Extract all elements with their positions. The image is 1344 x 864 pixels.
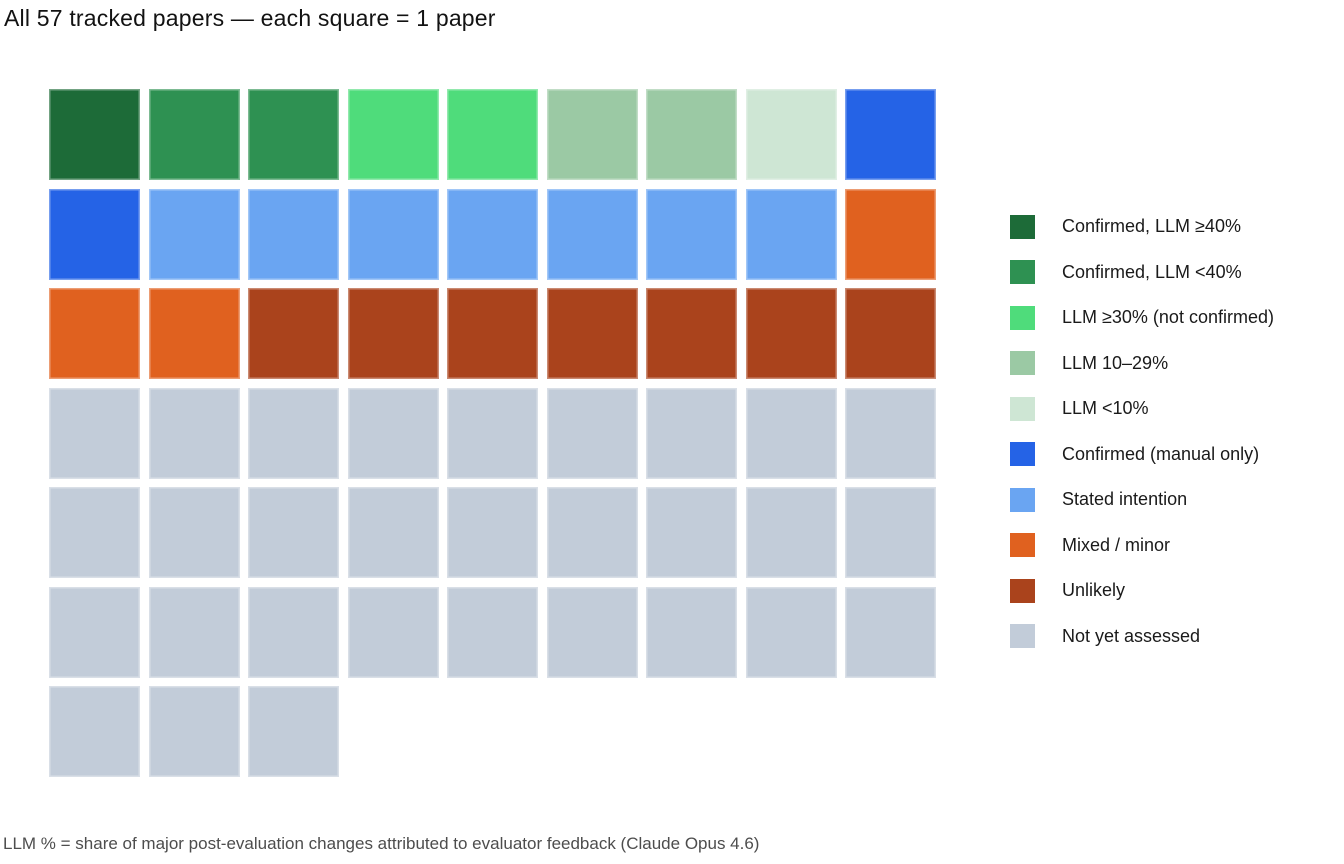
waffle-cell [447, 288, 538, 379]
waffle-cell [248, 686, 339, 777]
chart-title: All 57 tracked papers — each square = 1 … [4, 5, 496, 32]
legend-label: Unlikely [1062, 580, 1125, 601]
waffle-cell [447, 587, 538, 678]
waffle-cell [49, 487, 140, 578]
legend: Confirmed, LLM ≥40% Confirmed, LLM <40% LL… [1010, 214, 1274, 649]
footnote: LLM % = share of major post-evaluation c… [3, 834, 759, 854]
waffle-chart-page: All 57 tracked papers — each square = 1 … [0, 0, 1344, 864]
waffle-cell [547, 388, 638, 479]
legend-label: LLM ≥30% (not confirmed) [1062, 307, 1274, 328]
legend-item: LLM ≥30% (not confirmed) [1010, 305, 1274, 330]
legend-swatch [1010, 624, 1035, 648]
waffle-cell [746, 587, 837, 678]
legend-label: Stated intention [1062, 489, 1187, 510]
waffle-cell [149, 587, 240, 678]
waffle-cell [447, 487, 538, 578]
waffle-cell [646, 388, 737, 479]
legend-item: Confirmed (manual only) [1010, 442, 1274, 467]
legend-swatch [1010, 442, 1035, 466]
waffle-cell [746, 89, 837, 180]
waffle-cell [845, 189, 936, 280]
waffle-cell [248, 288, 339, 379]
waffle-cell [149, 89, 240, 180]
waffle-cell [646, 189, 737, 280]
waffle-cell [646, 587, 737, 678]
waffle-cell [746, 388, 837, 479]
legend-swatch [1010, 533, 1035, 557]
legend-label: Not yet assessed [1062, 626, 1200, 647]
legend-swatch [1010, 397, 1035, 421]
waffle-cell [348, 487, 439, 578]
legend-label: Confirmed, LLM ≥40% [1062, 216, 1241, 237]
legend-item: LLM <10% [1010, 396, 1274, 421]
legend-swatch [1010, 351, 1035, 375]
waffle-cell [547, 189, 638, 280]
waffle-cell [49, 587, 140, 678]
waffle-cell [845, 587, 936, 678]
waffle-cell [149, 686, 240, 777]
waffle-cell [248, 189, 339, 280]
legend-item: Not yet assessed [1010, 624, 1274, 649]
waffle-cell [845, 89, 936, 180]
waffle-cell [547, 288, 638, 379]
waffle-cell [49, 388, 140, 479]
legend-label: Confirmed, LLM <40% [1062, 262, 1242, 283]
legend-label: LLM 10–29% [1062, 353, 1168, 374]
waffle-cell [348, 587, 439, 678]
waffle-cell [845, 388, 936, 479]
waffle-cell [547, 89, 638, 180]
waffle-cell [49, 189, 140, 280]
waffle-cell [149, 388, 240, 479]
waffle-cell [746, 487, 837, 578]
legend-swatch [1010, 579, 1035, 603]
waffle-cell [348, 89, 439, 180]
waffle-cell [447, 189, 538, 280]
waffle-cell [646, 487, 737, 578]
legend-swatch [1010, 306, 1035, 330]
waffle-cell [845, 288, 936, 379]
waffle-cell [149, 487, 240, 578]
legend-item: Stated intention [1010, 487, 1274, 512]
legend-label: Confirmed (manual only) [1062, 444, 1259, 465]
waffle-cell [248, 587, 339, 678]
waffle-cell [547, 587, 638, 678]
waffle-cell [149, 189, 240, 280]
legend-item: Mixed / minor [1010, 533, 1274, 558]
waffle-cell [746, 288, 837, 379]
legend-swatch [1010, 215, 1035, 239]
legend-swatch [1010, 488, 1035, 512]
waffle-cell [746, 189, 837, 280]
waffle-cell [348, 189, 439, 280]
waffle-cell [447, 388, 538, 479]
waffle-cell [348, 288, 439, 379]
legend-label: LLM <10% [1062, 398, 1149, 419]
waffle-cell [49, 89, 140, 180]
legend-item: Confirmed, LLM <40% [1010, 260, 1274, 285]
legend-label: Mixed / minor [1062, 535, 1170, 556]
waffle-cell [248, 388, 339, 479]
waffle-cell [845, 487, 936, 578]
waffle-cell [447, 89, 538, 180]
waffle-grid [49, 89, 936, 777]
waffle-cell [646, 89, 737, 180]
legend-item: Confirmed, LLM ≥40% [1010, 214, 1274, 239]
legend-item: Unlikely [1010, 578, 1274, 603]
waffle-cell [348, 388, 439, 479]
waffle-cell [149, 288, 240, 379]
waffle-cell [547, 487, 638, 578]
waffle-cell [248, 487, 339, 578]
waffle-cell [646, 288, 737, 379]
waffle-cell [248, 89, 339, 180]
legend-swatch [1010, 260, 1035, 284]
legend-item: LLM 10–29% [1010, 351, 1274, 376]
waffle-cell [49, 686, 140, 777]
waffle-cell [49, 288, 140, 379]
